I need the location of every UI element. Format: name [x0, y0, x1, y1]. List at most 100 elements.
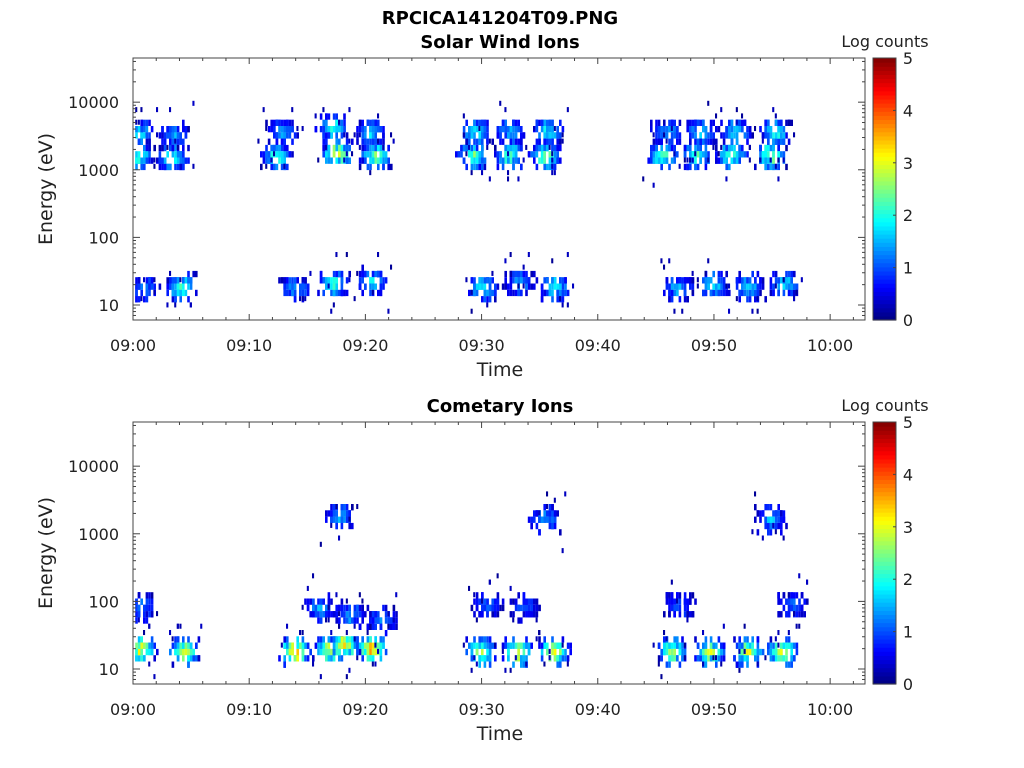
- spectrogram-cell: [683, 296, 687, 303]
- colorbar-segment: [873, 569, 896, 575]
- spectrogram-cell: [390, 132, 393, 138]
- spectrogram-cell: [564, 491, 567, 497]
- spectrogram-cell: [566, 661, 569, 667]
- colorbar-segment: [873, 540, 896, 546]
- spectrogram-cell: [345, 674, 348, 680]
- spectrogram-cell: [338, 144, 341, 152]
- spectrogram-cell: [496, 592, 500, 599]
- spectrogram-cell: [356, 504, 359, 510]
- spectrogram-cell: [670, 604, 674, 612]
- spectrogram-cell: [728, 308, 731, 314]
- spectrogram-cell: [543, 516, 546, 523]
- spectrogram-cell: [150, 283, 154, 290]
- spectrogram-cell: [728, 289, 731, 297]
- colorbar-segment: [873, 471, 896, 476]
- spectrogram-cell: [384, 630, 388, 637]
- spectrogram-cell: [486, 611, 489, 618]
- spectrogram-cell: [353, 132, 356, 138]
- spectrogram-cell: [787, 611, 791, 618]
- spectrogram-cell: [504, 119, 507, 126]
- spectrogram-cell: [769, 157, 772, 163]
- spectrogram-cell: [330, 132, 333, 139]
- spectrogram-cell: [533, 611, 536, 618]
- spectrogram-cell: [657, 119, 661, 126]
- spectrogram-cell: [514, 126, 518, 133]
- spectrogram-cell: [772, 510, 775, 517]
- spectrogram-cell: [530, 604, 533, 612]
- spectrogram-cell: [512, 151, 515, 158]
- spectrogram-cell: [780, 529, 783, 536]
- spectrogram-cell: [166, 283, 169, 290]
- spectrogram-cell: [364, 157, 367, 164]
- spectrogram-cell: [377, 119, 380, 126]
- spectrogram-cell: [673, 642, 676, 649]
- spectrogram-cell: [345, 642, 349, 649]
- spectrogram-cell: [559, 277, 562, 284]
- spectrogram-cell: [735, 126, 739, 133]
- spectrogram-cell: [512, 270, 515, 278]
- spectrogram-cell: [291, 107, 294, 113]
- spectrogram-cell: [169, 270, 172, 276]
- spectrogram-cell: [559, 283, 562, 290]
- spectrogram-cell: [468, 642, 471, 649]
- spectrogram-cell: [140, 119, 143, 126]
- spectrogram-cell: [473, 151, 476, 158]
- colorbar-segment: [873, 467, 896, 472]
- spectrogram-cell: [488, 176, 491, 182]
- spectrogram-cell: [335, 252, 338, 258]
- spectrogram-cell: [371, 132, 375, 139]
- spectrogram-cell: [374, 611, 377, 618]
- spectrogram-cell: [517, 119, 520, 126]
- colorbar-segment: [873, 475, 896, 480]
- spectrogram-cell: [759, 151, 762, 158]
- spectrogram-cell: [351, 504, 354, 511]
- spectrogram-cell: [481, 126, 484, 133]
- spectrogram-cell: [462, 126, 466, 133]
- spectrogram-cell: [481, 636, 484, 643]
- spectrogram-cell: [488, 296, 492, 303]
- spectrogram-cell: [746, 636, 749, 643]
- spectrogram-cell: [499, 138, 502, 145]
- spectrogram-cell: [689, 138, 692, 145]
- spectrogram-cell: [496, 611, 500, 618]
- spectrogram-cell: [330, 283, 333, 290]
- x-tick-label: 09:40: [575, 700, 621, 719]
- spectrogram-cell: [343, 157, 346, 163]
- spectrogram-cell: [681, 308, 684, 314]
- spectrogram-cell: [291, 283, 294, 290]
- colorbar-segment: [873, 315, 896, 321]
- spectrogram-cell: [325, 642, 328, 649]
- spectrogram-cell: [520, 163, 523, 171]
- spectrogram-cell: [551, 648, 554, 656]
- spectrogram-cell: [717, 289, 721, 297]
- spectrogram-cell: [548, 144, 551, 150]
- spectrogram-cell: [338, 157, 341, 164]
- spectrogram-cell: [340, 516, 344, 523]
- spectrogram-cell: [163, 132, 167, 139]
- spectrogram-cell: [722, 157, 726, 164]
- spectrogram-cell: [790, 661, 793, 668]
- spectrogram-cell: [525, 655, 528, 662]
- spectrogram-cell: [137, 655, 141, 662]
- spectrogram-cell: [774, 283, 777, 289]
- spectrogram-cell: [345, 144, 349, 152]
- spectrogram-cell: [686, 119, 689, 126]
- spectrogram-cell: [382, 277, 385, 284]
- spectrogram-cell: [478, 636, 481, 643]
- spectrogram-cell: [533, 510, 536, 517]
- spectrogram-cell: [345, 151, 348, 157]
- spectrogram-cell: [772, 648, 775, 656]
- spectrogram-cell: [673, 283, 676, 290]
- spectrogram-cell: [795, 611, 799, 618]
- x-tick-label: 09:50: [691, 700, 737, 719]
- spectrogram-cell: [780, 648, 783, 656]
- spectrogram-cell: [351, 522, 354, 530]
- spectrogram-cell: [748, 642, 752, 649]
- spectrogram-cell: [655, 144, 658, 152]
- spectrogram-cell: [670, 648, 674, 656]
- spectrogram-cell: [660, 674, 663, 680]
- colorbar-segment: [873, 234, 896, 239]
- spectrogram-cell: [327, 126, 331, 133]
- spectrogram-cell: [486, 119, 489, 126]
- spectrogram-cell: [548, 504, 552, 511]
